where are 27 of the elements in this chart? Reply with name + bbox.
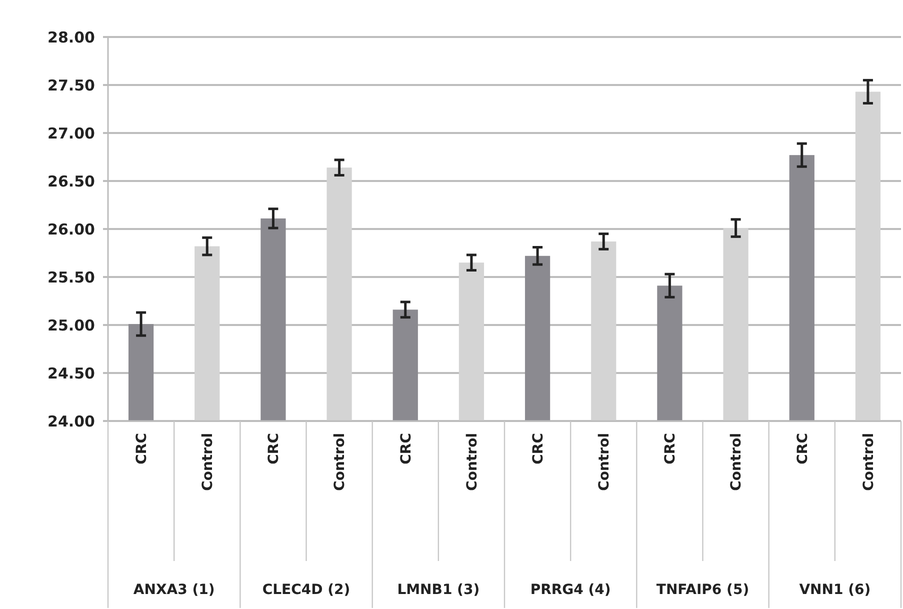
x-tick-label: Control — [596, 433, 613, 491]
text: TNFAIP6 (5) — [656, 582, 750, 598]
y-tick-label: 27.50 — [48, 76, 95, 94]
text: VNN1 (6) — [799, 582, 871, 598]
x-tick-label: CRC — [794, 433, 811, 464]
x-tick-label: Control — [332, 433, 348, 491]
y-tick-label: 27.00 — [48, 124, 95, 142]
x-tick-label: CRC — [398, 433, 414, 464]
x-tick-label: Control — [200, 433, 216, 491]
x-tick-label: Control — [728, 433, 745, 491]
x-tick-label: Control — [464, 433, 480, 491]
x-tick-label: CRC — [530, 433, 546, 464]
y-tick-label: 24.00 — [48, 412, 95, 430]
x-tick-label: CRC — [134, 433, 150, 464]
x-tick-label: CRC — [266, 433, 282, 464]
text: CLEC4D (2) — [262, 582, 350, 598]
y-tick-label: 28.00 — [48, 28, 95, 46]
y-tick-label: 25.00 — [48, 316, 95, 334]
x-tick-label: Control — [860, 433, 877, 491]
y-tick-label: 26.00 — [48, 220, 95, 238]
y-tick-label: 25.50 — [48, 268, 95, 286]
text: ANXA3 (1) — [133, 582, 215, 598]
text: PRRG4 (4) — [530, 582, 611, 598]
y-tick-label: 24.50 — [48, 364, 95, 382]
text: LMNB1 (3) — [397, 582, 480, 598]
x-tick-label: CRC — [662, 433, 679, 464]
y-tick-label: 26.50 — [48, 172, 95, 190]
